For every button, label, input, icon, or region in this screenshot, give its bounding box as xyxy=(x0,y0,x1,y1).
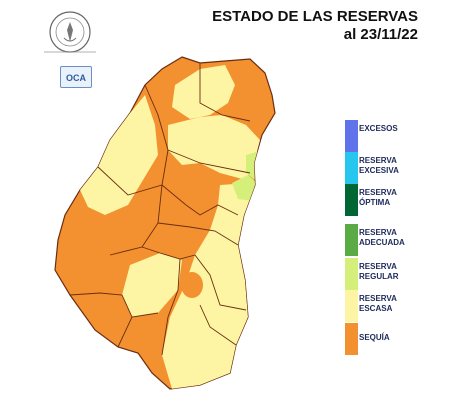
title-line-1: ESTADO DE LAS RESERVAS xyxy=(212,8,418,25)
legend-item-reserva-adecuada: RESERVA ADECUADA xyxy=(345,224,465,256)
zone-escasa-south xyxy=(122,253,182,317)
zone-escasa-east xyxy=(162,183,255,389)
entre-rios-reserves-map xyxy=(54,56,276,390)
legend-item-reserva-excesiva: RESERVA EXCESIVA xyxy=(345,152,465,184)
legend-swatch-excesos xyxy=(345,120,358,152)
legend-label-reserva-escasa: RESERVA ESCASA xyxy=(359,294,397,313)
legend-label-excesos: EXCESOS xyxy=(359,124,398,133)
legend-label-reserva-adecuada: RESERVA ADECUADA xyxy=(359,228,405,247)
legend-item-reserva-escasa: RESERVA ESCASA xyxy=(345,290,465,322)
title-date: al 23/11/22 xyxy=(343,26,418,43)
zone-escasa-northcentral xyxy=(168,115,260,180)
legend-item-excesos: EXCESOS xyxy=(345,120,465,152)
legend-label-reserva-optima: RESERVA ÓPTIMA xyxy=(359,188,397,207)
legend-item-reserva-regular: RESERVA REGULAR xyxy=(345,258,465,290)
legend-label-sequia: SEQUÍA xyxy=(359,333,390,342)
legend-swatch-reserva-optima xyxy=(345,184,358,216)
zone-sequia-island-southeast xyxy=(181,272,203,298)
legend-item-sequia: SEQUÍA xyxy=(345,323,465,355)
legend-item-reserva-optima: RESERVA ÓPTIMA xyxy=(345,184,465,216)
zone-escasa-northwest xyxy=(80,95,158,215)
zone-escasa-north xyxy=(172,65,235,119)
legend-label-reserva-regular: RESERVA REGULAR xyxy=(359,262,399,281)
svg-text:OCA: OCA xyxy=(66,73,87,83)
bolsa-cereales-seal-logo xyxy=(44,11,96,53)
legend-swatch-reserva-excesiva xyxy=(345,152,358,184)
legend-swatch-sequia xyxy=(345,323,358,355)
zone-sequia-island-center xyxy=(186,173,220,217)
map-title: ESTADO DE LAS RESERVAS al 23/11/22 xyxy=(212,8,418,44)
legend-swatch-reserva-regular xyxy=(345,258,358,290)
department-borders xyxy=(69,63,251,356)
legend-swatch-reserva-escasa xyxy=(345,290,358,322)
legend-label-reserva-excesiva: RESERVA EXCESIVA xyxy=(359,156,399,175)
legend-swatch-reserva-adecuada xyxy=(345,224,358,256)
oca-logo: OCA xyxy=(60,66,92,88)
